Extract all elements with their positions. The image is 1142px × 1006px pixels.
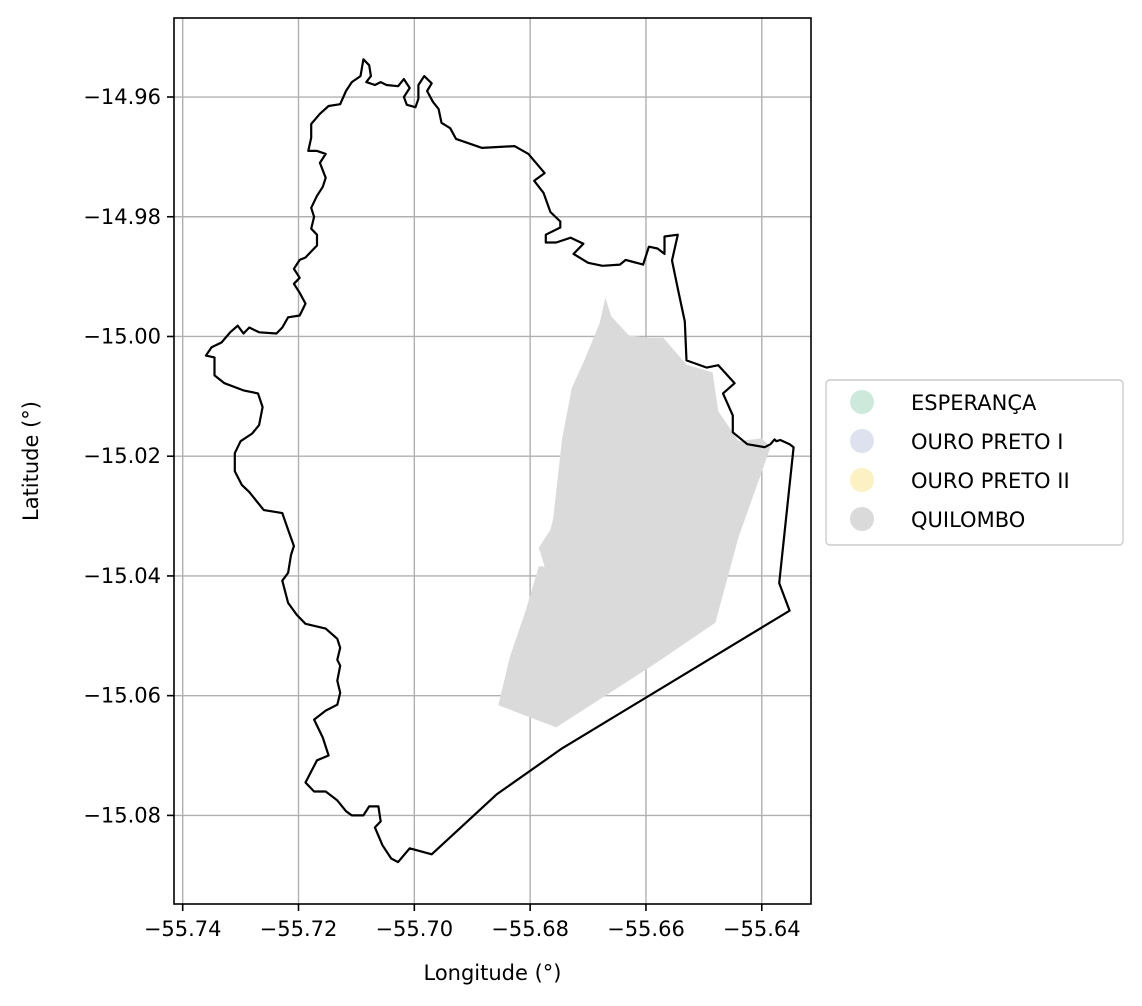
- legend: ESPERANÇA OURO PRETO I OURO PRETO II QUILOM…: [825, 379, 1124, 546]
- y-axis-title: Latitude (°): [19, 401, 43, 521]
- municipal-boundary: [204, 58, 795, 864]
- legend-label: OURO PRETO I: [911, 430, 1063, 454]
- legend-label: ESPERANÇA: [911, 391, 1037, 415]
- y-tick-label: −15.02: [83, 444, 161, 468]
- legend-box: [825, 379, 1124, 546]
- x-tick-label: −55.64: [723, 917, 801, 941]
- y-tick-label: −15.00: [83, 324, 161, 348]
- legend-marker: [850, 429, 874, 453]
- map-regions: [498, 297, 771, 728]
- x-tick-label: −55.72: [260, 917, 338, 941]
- legend-marker: [850, 390, 874, 414]
- y-tick-label: −15.08: [83, 803, 161, 827]
- y-tick-label: −15.06: [83, 684, 161, 708]
- x-tick-label: −55.66: [607, 917, 685, 941]
- x-tick-label: −55.68: [491, 917, 569, 941]
- legend-label: OURO PRETO II: [911, 469, 1070, 493]
- legend-marker: [850, 507, 874, 531]
- plot-frame: [173, 17, 812, 905]
- y-tick-label: −14.98: [83, 205, 161, 229]
- y-tick-label: −15.04: [83, 564, 161, 588]
- y-tick-label: −14.96: [83, 85, 161, 109]
- legend-marker: [850, 468, 874, 492]
- x-tick-label: −55.70: [375, 917, 453, 941]
- legend-label: QUILOMBO: [911, 508, 1025, 532]
- x-tick-label: −55.74: [144, 917, 222, 941]
- x-axis-ticks: −55.74 −55.72 −55.70 −55.68 −55.66 −55.64: [144, 904, 801, 941]
- boundary-outline: [204, 58, 795, 864]
- region-quilombo: [498, 297, 771, 728]
- x-axis-title: Longitude (°): [423, 961, 561, 985]
- y-axis-ticks: −14.96 −14.98 −15.00 −15.02 −15.04 −15.06 −15.…: [83, 85, 174, 827]
